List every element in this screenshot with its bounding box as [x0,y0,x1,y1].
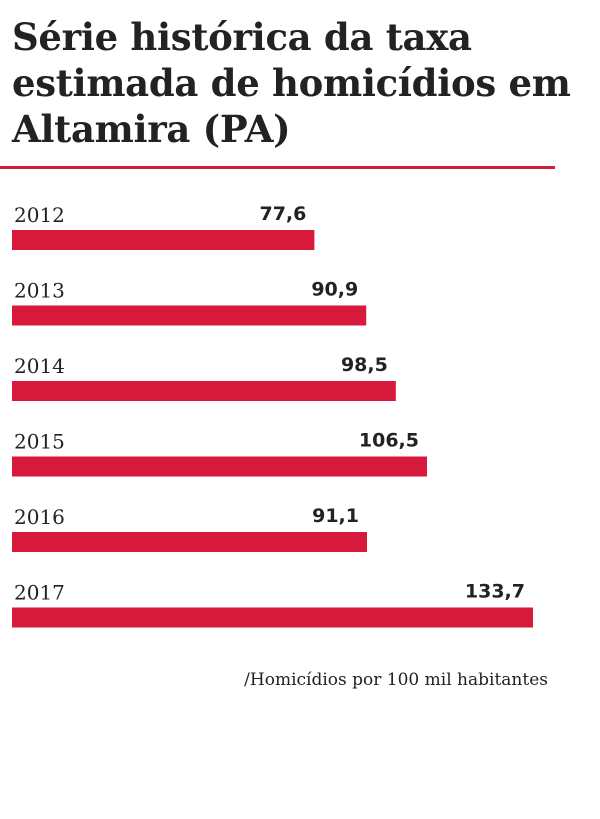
bar-chart: 2012 77,6 2013 90,9 2014 98,5 2015 106,5 2016 91,… [12,203,533,628]
year-label: 2015 [14,430,65,454]
bar-2012 [12,230,315,250]
year-label: 2013 [14,279,65,303]
value-label: 106,5 [359,430,419,452]
unit-footnote: /Homicídios por 100 mil habitantes [244,670,548,690]
bar-2013 [12,305,367,326]
value-label: 90,9 [311,279,358,301]
bar-2016 [12,532,367,552]
year-label: 2017 [14,581,65,605]
year-label: 2016 [14,505,65,529]
bar-2014 [12,381,396,401]
value-label: 98,5 [341,354,388,376]
title-divider [0,166,555,169]
chart-title: Série histórica da taxa estimada de homi… [12,15,571,151]
year-label: 2012 [14,203,65,227]
value-label: 91,1 [312,505,359,527]
value-label: 133,7 [465,581,525,603]
bar-2017 [12,607,533,628]
year-label: 2014 [14,354,65,378]
value-label: 77,6 [259,203,306,225]
bar-2015 [12,456,428,477]
